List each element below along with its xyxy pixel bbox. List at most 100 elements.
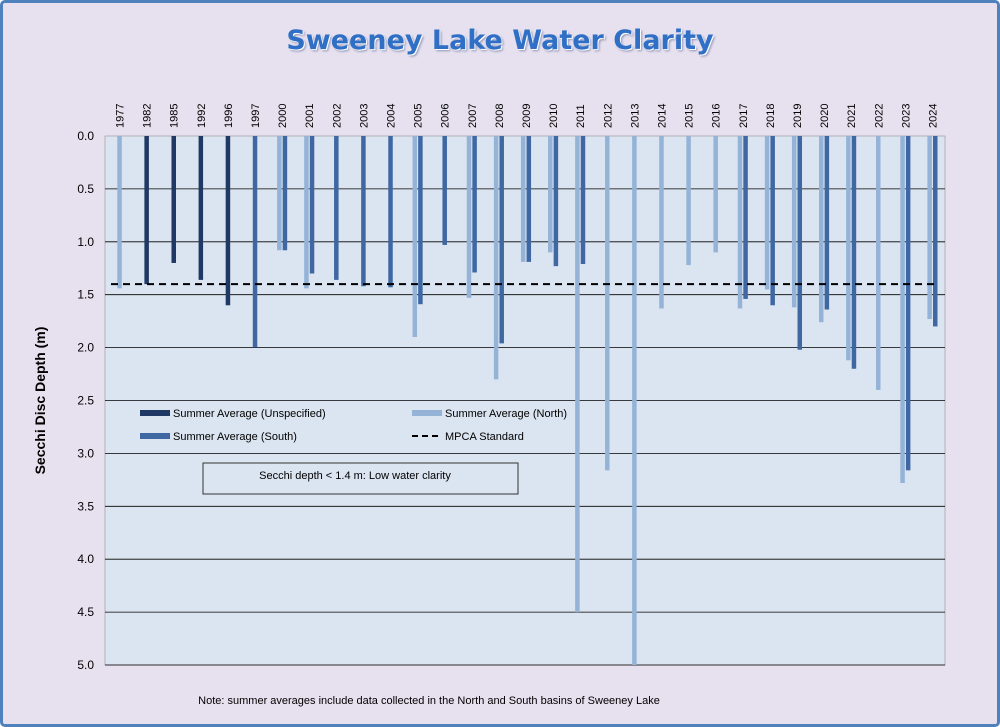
- bar: [198, 136, 204, 280]
- x-tick-label: 1997: [250, 104, 262, 128]
- y-tick-label: 5.0: [77, 658, 94, 672]
- bar: [824, 136, 830, 310]
- x-tick-label: 1992: [196, 104, 208, 128]
- legend-label: Summer Average (Unspecified): [173, 408, 326, 420]
- x-tick-label: 2011: [575, 104, 587, 128]
- y-tick-label: 2.0: [77, 341, 94, 355]
- bar: [764, 136, 770, 290]
- bar: [442, 136, 447, 245]
- bar: [304, 136, 309, 289]
- x-tick-label: 2001: [304, 104, 316, 128]
- legend: Summer Average (Unspecified) Summer Avera…: [140, 408, 567, 443]
- bar: [520, 136, 526, 262]
- x-tick-label: 2012: [602, 104, 614, 128]
- y-tick-label: 0.5: [77, 182, 94, 196]
- gridlines: [105, 188, 945, 666]
- bar: [472, 136, 477, 273]
- bar: [309, 136, 315, 274]
- chart-title: Sweeney Lake Water Clarity: [286, 25, 714, 56]
- bar: [499, 136, 504, 344]
- x-tick-label: 2018: [765, 104, 777, 128]
- y-tick-label: 0.0: [77, 129, 94, 143]
- x-tick-label: 2019: [792, 104, 804, 128]
- bar: [282, 136, 288, 251]
- bar: [526, 136, 532, 262]
- x-tick-label: 2017: [738, 104, 750, 128]
- x-tick-label: 2008: [494, 104, 506, 128]
- y-tick-label: 2.5: [77, 394, 94, 408]
- x-tick-label: 1977: [115, 104, 127, 128]
- bars: [117, 136, 938, 665]
- bar: [553, 136, 559, 267]
- bar: [225, 136, 231, 306]
- bar: [493, 136, 499, 380]
- x-tick-label: 2020: [819, 104, 831, 128]
- legend-swatch: [412, 410, 442, 416]
- bar: [933, 136, 938, 327]
- x-tick-label: 2016: [711, 104, 723, 128]
- legend-label: MPCA Standard: [445, 431, 524, 443]
- footnote: Note: summer averages include data colle…: [198, 695, 660, 707]
- x-tick-label: 2024: [927, 104, 939, 128]
- bar: [605, 136, 610, 471]
- bar: [797, 136, 803, 350]
- bar: [548, 136, 553, 253]
- bar: [791, 136, 797, 308]
- annotation-box: [202, 462, 519, 495]
- bar: [418, 136, 423, 305]
- bar: [743, 136, 748, 299]
- x-tick-label: 1996: [223, 104, 235, 128]
- bar: [900, 136, 905, 484]
- y-tick-label: 4.0: [77, 552, 94, 566]
- x-tick-label: 2014: [656, 104, 668, 128]
- bar: [580, 136, 586, 265]
- bar: [144, 136, 149, 285]
- x-tick-label: 2010: [548, 104, 560, 128]
- bar: [632, 136, 637, 665]
- bar: [171, 136, 176, 263]
- x-tick-label: 1985: [169, 104, 181, 128]
- bar: [905, 136, 911, 471]
- y-tick-label: 1.0: [77, 235, 94, 249]
- bar: [252, 136, 258, 348]
- x-tick-label: 2022: [873, 104, 885, 128]
- x-tick-label: 2003: [358, 104, 370, 128]
- bar: [466, 136, 472, 298]
- bar: [846, 136, 851, 361]
- y-tick-label: 3.5: [77, 499, 94, 513]
- legend-label: Summer Average (North): [445, 408, 567, 420]
- bar: [713, 136, 718, 253]
- bar: [686, 136, 691, 266]
- bar: [117, 136, 122, 289]
- x-tick-label: 2013: [629, 104, 641, 128]
- y-tick-label: 1.5: [77, 288, 94, 302]
- x-tick-label: 2006: [440, 104, 452, 128]
- bar: [334, 136, 339, 280]
- x-tick-label: 2009: [521, 104, 533, 128]
- bar: [361, 136, 366, 287]
- x-tick-label: 2005: [413, 104, 425, 128]
- x-tick-label: 2007: [467, 104, 479, 128]
- x-tick-label: 2023: [900, 104, 912, 128]
- bar: [819, 136, 824, 323]
- bar: [388, 136, 393, 288]
- bar: [659, 136, 664, 309]
- bar: [927, 136, 932, 320]
- annotation-text: Secchi depth < 1.4 m: Low water clarity: [259, 470, 451, 482]
- y-tick-label: 3.0: [77, 446, 94, 460]
- x-tick-label: 2000: [277, 104, 289, 128]
- bar: [575, 136, 580, 613]
- x-tick-label: 2002: [331, 104, 343, 128]
- x-tick-label: 1982: [142, 104, 154, 128]
- x-tick-label: 2021: [846, 104, 858, 128]
- legend-swatch: [140, 410, 170, 416]
- y-tick-labels: 0.0 0.5 1.0 1.5 2.0 2.5 3.0 3.5 4.0 4.5 5.0: [77, 129, 94, 672]
- legend-swatch: [140, 433, 170, 439]
- y-axis-title: Secchi Disc Depth (m): [32, 327, 48, 475]
- bar: [737, 136, 743, 309]
- x-tick-labels: 1977 1982 1985 1992 1996 1997 2000 2001 2002 2003…: [115, 104, 940, 128]
- bar: [412, 136, 418, 338]
- y-tick-label: 4.5: [77, 605, 94, 619]
- bar: [876, 136, 881, 390]
